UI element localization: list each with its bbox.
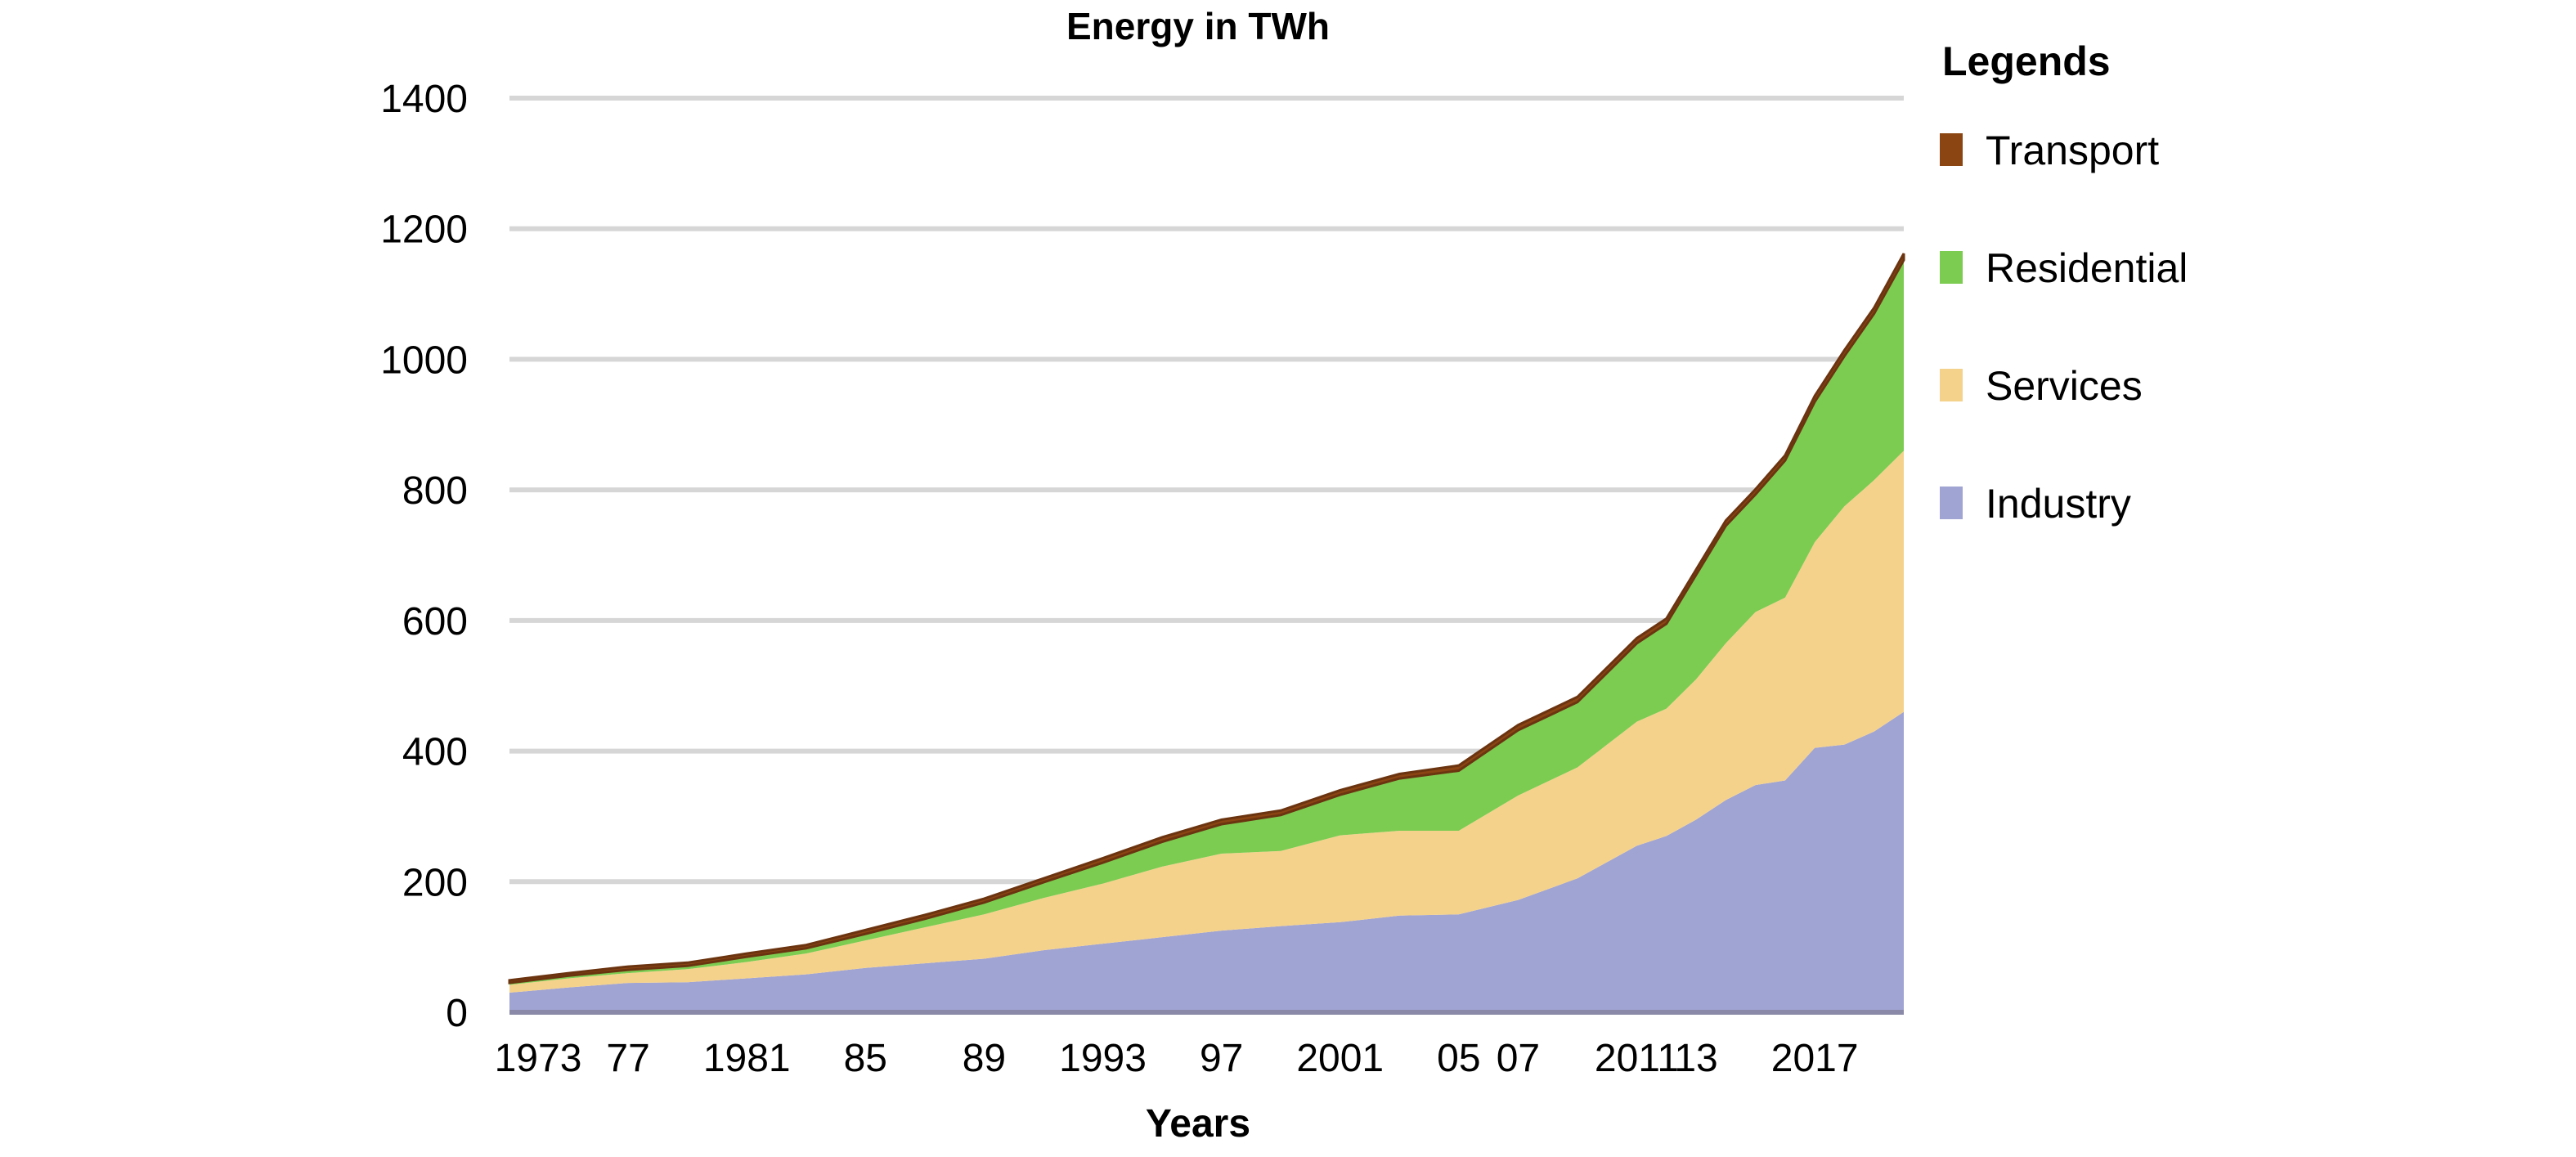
x-tick-label: 07	[1497, 1037, 1540, 1080]
area-residential	[509, 260, 1904, 985]
y-tick-label: 1000	[380, 339, 468, 382]
area-services	[509, 451, 1904, 993]
y-tick-label: 400	[402, 731, 468, 774]
legend-swatch-services	[1940, 369, 1963, 401]
x-tick-label: 89	[963, 1037, 1006, 1080]
x-tick-label: 2011	[1595, 1037, 1679, 1080]
y-axis-ticks: 0 200 400 600 800 1000 1200 1400	[380, 78, 468, 1035]
series-areas	[508, 253, 1905, 1012]
legend-title: Legends	[1942, 38, 2111, 84]
y-tick-label: 800	[402, 469, 468, 513]
x-tick-label: 2001	[1296, 1037, 1384, 1080]
legend-swatch-residential	[1940, 251, 1963, 284]
x-tick-label: 1993	[1059, 1037, 1147, 1080]
y-tick-label: 1200	[380, 209, 468, 252]
legend-label-residential: Residential	[1986, 245, 2188, 291]
x-axis-label: Years	[1146, 1102, 1250, 1146]
x-tick-label: 77	[606, 1037, 649, 1080]
x-tick-label: 13	[1674, 1037, 1717, 1080]
y-tick-label: 200	[402, 861, 468, 904]
x-tick-label: 2017	[1771, 1037, 1859, 1080]
y-tick-label: 600	[402, 600, 468, 644]
x-tick-label: 05	[1437, 1037, 1480, 1080]
legend-swatch-transport	[1940, 133, 1963, 166]
area-transport	[508, 253, 1905, 984]
area-industry	[509, 711, 1904, 1012]
x-tick-label: 97	[1200, 1037, 1243, 1080]
y-tick-label: 0	[446, 992, 468, 1035]
legend-label-industry: Industry	[1986, 481, 2131, 527]
y-tick-label: 1400	[380, 78, 468, 121]
x-tick-label: 85	[844, 1037, 887, 1080]
legend: Legends Transport Residential Services Indu…	[1940, 38, 2188, 527]
x-tick-label: 1973	[495, 1037, 582, 1080]
legend-swatch-industry	[1940, 487, 1963, 519]
legend-label-services: Services	[1986, 363, 2143, 409]
gridlines	[509, 96, 1904, 885]
legend-label-transport: Transport	[1986, 128, 2159, 173]
chart-title: Energy in TWh	[1066, 5, 1330, 47]
x-tick-label: 1981	[703, 1037, 791, 1080]
